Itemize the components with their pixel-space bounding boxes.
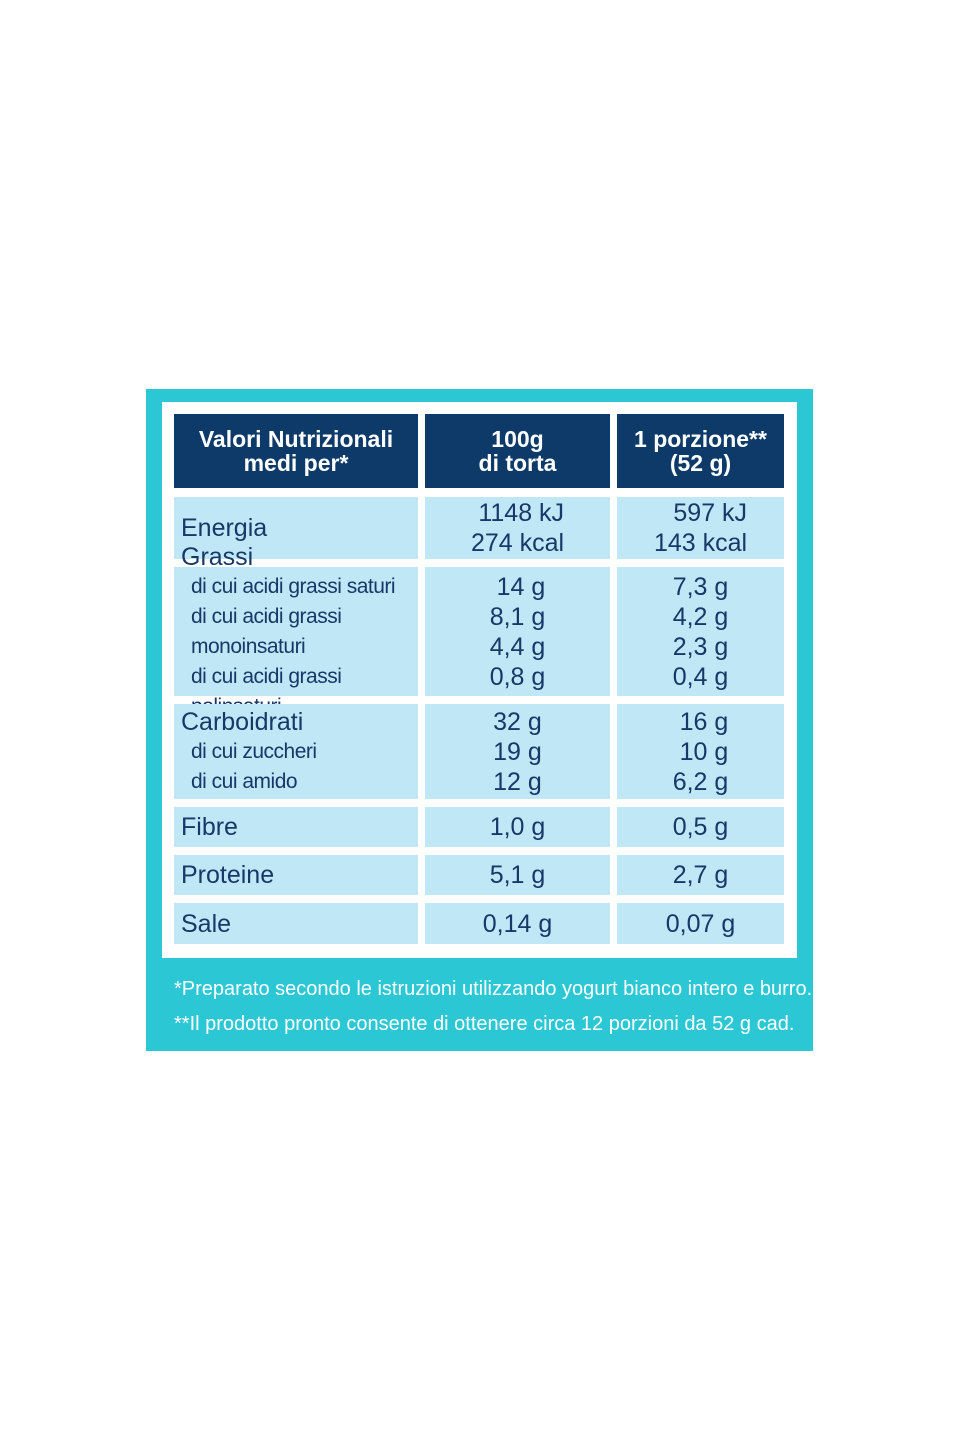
carbs-100g-total: 32 g	[493, 707, 542, 736]
carbs-sugars-label: di cui zuccheri	[191, 739, 317, 763]
energy-label: Energia	[181, 514, 268, 542]
row-salt-label: Sale	[174, 903, 418, 944]
header-per-100g: 100g di torta	[425, 414, 610, 488]
header-nutrients: Valori Nutrizionali medi per*	[174, 414, 418, 488]
carbs-100g-starch: 12 g	[493, 767, 542, 796]
row-energy-label: Energia	[174, 497, 418, 559]
header-per-portion-line2: (52 g)	[669, 450, 732, 476]
fibre-portion: 0,5 g	[672, 813, 729, 841]
fats-100g-poly: 0,8 g	[489, 662, 546, 691]
row-energy-100g: 1148 kJ 274 kcal	[425, 497, 610, 559]
salt-100g: 0,14 g	[482, 909, 553, 938]
header-per-100g-line2: di torta	[478, 450, 557, 476]
fats-100g-total: 14 g	[496, 572, 546, 601]
header-per-100g-line1: 100g	[491, 426, 544, 452]
protein-label: Proteine	[181, 861, 275, 889]
footnote-preparation: *Preparato secondo le istruzioni utilizz…	[174, 978, 813, 1000]
row-fats-100g: 14 g 8,1 g 4,4 g 0,8 g	[425, 567, 610, 696]
carbs-label: Carboidrati	[181, 707, 304, 736]
row-salt-100g: 0,14 g	[425, 903, 610, 944]
fats-label: Grassi	[181, 542, 254, 571]
energy-portion-kcal: 143 kcal	[653, 529, 748, 557]
row-carbs-portion: 16 g 10 g 6,2 g	[617, 704, 784, 799]
header-per-portion: 1 porzione** (52 g)	[617, 414, 784, 488]
nutrition-table: Valori Nutrizionali medi per* 100g di to…	[162, 402, 797, 958]
protein-100g: 5,1 g	[489, 861, 546, 889]
fats-portion-mono: 2,3 g	[672, 632, 729, 661]
header-per-portion-line1: 1 porzione**	[634, 426, 767, 452]
fats-portion-total: 7,3 g	[672, 572, 729, 601]
row-fibre-portion: 0,5 g	[617, 807, 784, 847]
fats-portion-saturated: 4,2 g	[672, 602, 729, 631]
salt-label: Sale	[181, 909, 232, 938]
carbs-starch-label: di cui amido	[191, 769, 298, 793]
fats-saturated-label: di cui acidi grassi saturi	[191, 574, 396, 598]
row-carbs-label: Carboidrati di cui zuccheri di cui amido	[174, 704, 418, 799]
row-fats-label: Grassi di cui acidi grassi saturi di cui…	[174, 543, 418, 718]
protein-portion: 2,7 g	[672, 861, 729, 889]
fibre-label: Fibre	[181, 813, 238, 841]
fats-100g-mono: 4,4 g	[489, 632, 546, 661]
footnote-portions: **Il prodotto pronto consente di ottener…	[174, 1013, 795, 1035]
header-nutrients-line1: Valori Nutrizionali	[198, 426, 394, 452]
header-nutrients-line2: medi per*	[243, 450, 349, 476]
energy-portion-kj: 597 kJ	[673, 499, 748, 527]
row-fibre-100g: 1,0 g	[425, 807, 610, 847]
carbs-portion-starch: 6,2 g	[672, 767, 729, 796]
fats-portion-poly: 0,4 g	[672, 662, 729, 691]
carbs-100g-sugars: 19 g	[493, 737, 542, 766]
carbs-portion-total: 16 g	[679, 707, 729, 736]
fats-100g-saturated: 8,1 g	[489, 602, 546, 631]
energy-100g-kcal: 274 kcal	[470, 529, 565, 557]
row-carbs-100g: 32 g 19 g 12 g	[425, 704, 610, 799]
row-protein-portion: 2,7 g	[617, 855, 784, 895]
row-protein-label: Proteine	[174, 855, 418, 895]
salt-portion: 0,07 g	[665, 909, 736, 938]
row-salt-portion: 0,07 g	[617, 903, 784, 944]
carbs-portion-sugars: 10 g	[679, 737, 729, 766]
row-fibre-label: Fibre	[174, 807, 418, 847]
row-energy-portion: 597 kJ 143 kcal	[617, 497, 784, 559]
fats-mono-label: di cui acidi grassi monoinsaturi	[191, 604, 342, 658]
nutrition-panel: Valori Nutrizionali medi per* 100g di to…	[146, 389, 813, 1051]
energy-100g-kj: 1148 kJ	[478, 499, 565, 527]
row-protein-100g: 5,1 g	[425, 855, 610, 895]
row-fats-portion: 7,3 g 4,2 g 2,3 g 0,4 g	[617, 567, 784, 696]
fibre-100g: 1,0 g	[489, 813, 546, 841]
